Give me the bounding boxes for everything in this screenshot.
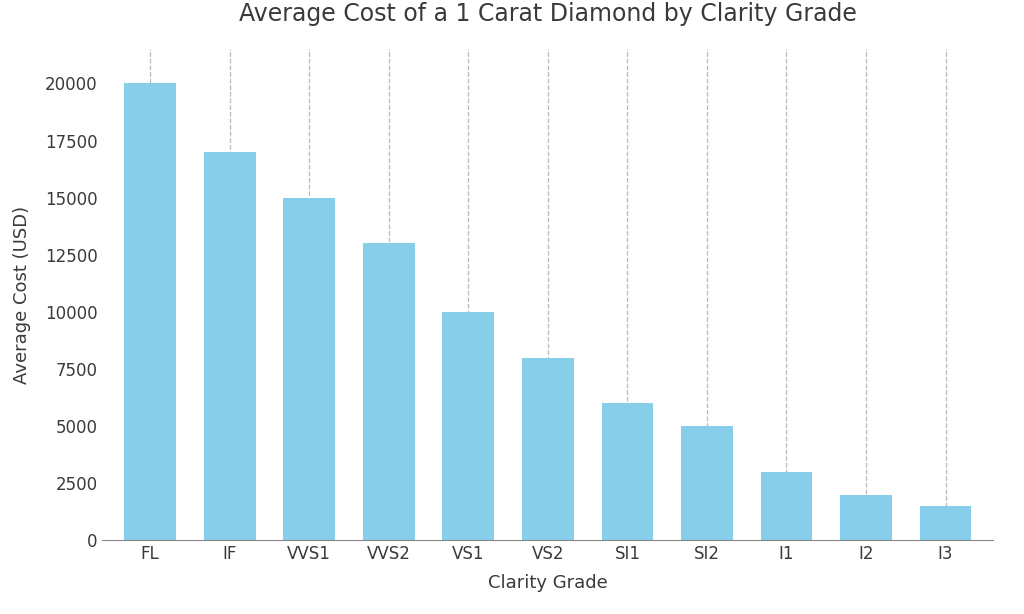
Bar: [362, 243, 415, 540]
Bar: [761, 472, 812, 540]
Bar: [124, 84, 176, 540]
Bar: [601, 403, 653, 540]
Title: Average Cost of a 1 Carat Diamond by Clarity Grade: Average Cost of a 1 Carat Diamond by Cla…: [239, 2, 857, 26]
Bar: [840, 495, 892, 540]
Bar: [284, 198, 335, 540]
Bar: [681, 426, 733, 540]
Bar: [204, 152, 256, 540]
X-axis label: Clarity Grade: Clarity Grade: [488, 574, 607, 593]
Y-axis label: Average Cost (USD): Average Cost (USD): [13, 206, 31, 384]
Bar: [920, 506, 972, 540]
Bar: [442, 312, 495, 540]
Bar: [522, 357, 573, 540]
